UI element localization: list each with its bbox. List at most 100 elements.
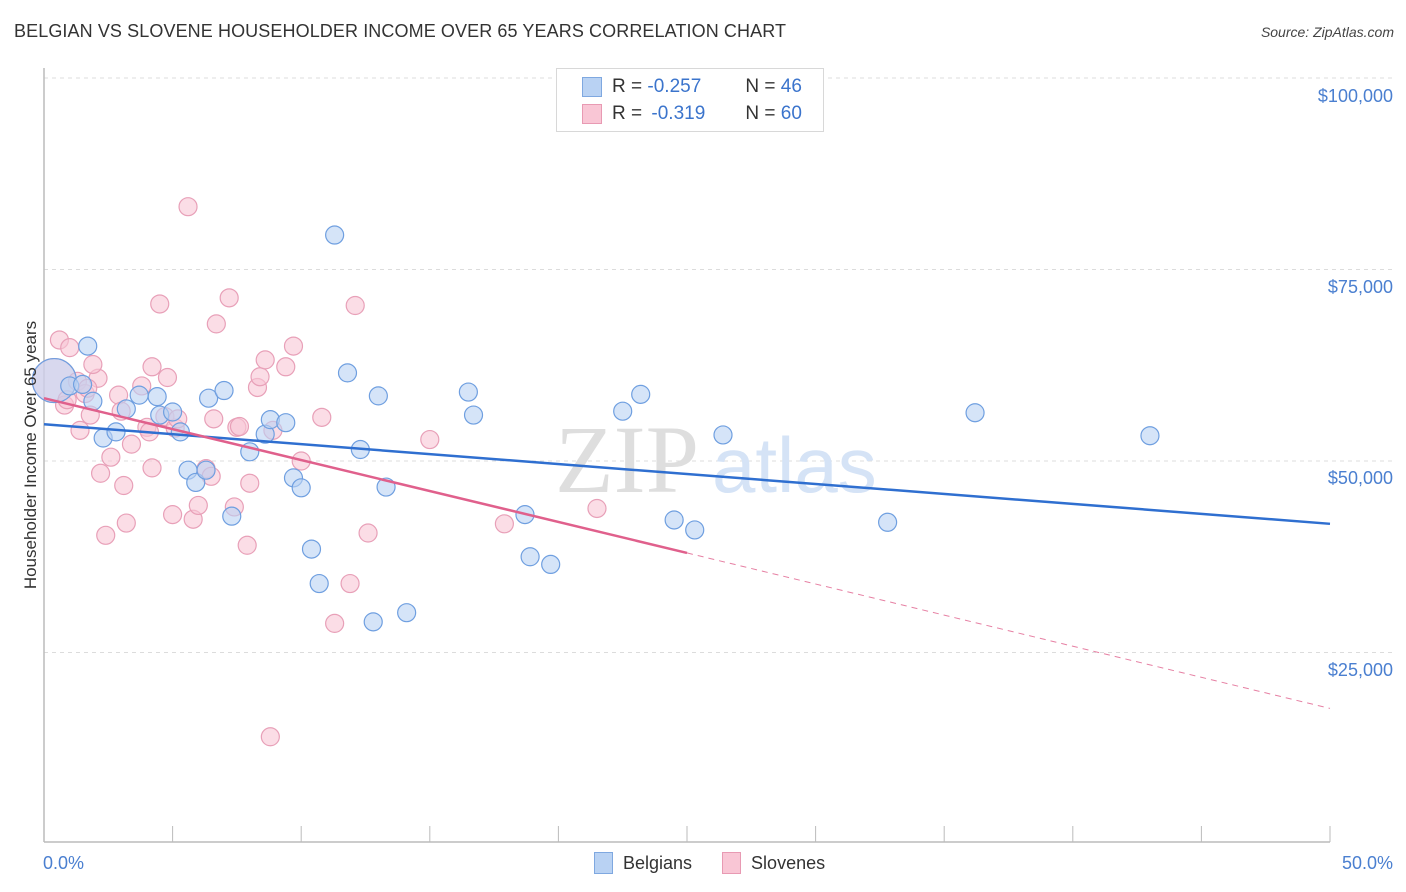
- watermark-zip: ZIP: [555, 406, 699, 513]
- data-point: [199, 388, 219, 408]
- data-point: [142, 458, 162, 478]
- x-tick-min: 0.0%: [43, 853, 85, 873]
- chart-title: BELGIAN VS SLOVENE HOUSEHOLDER INCOME OV…: [14, 21, 787, 41]
- data-point: [142, 357, 162, 377]
- data-point: [713, 425, 733, 445]
- data-point: [325, 613, 345, 633]
- y-axis-label: Householder Income Over 65 years: [21, 320, 40, 590]
- data-point: [206, 314, 226, 334]
- data-point: [240, 473, 260, 493]
- slovenes-n-value: 60: [780, 103, 802, 124]
- data-point: [368, 386, 388, 406]
- data-point: [83, 354, 103, 375]
- correlation-legend: R = -0.257 N = 46 R = -0.319 N = 60: [556, 68, 824, 132]
- belgians-r-value: -0.257: [647, 76, 702, 97]
- data-point: [631, 384, 651, 404]
- data-point: [78, 336, 98, 356]
- slovenes-trend-extension: [686, 552, 1331, 709]
- data-point: [250, 367, 270, 387]
- data-point: [494, 514, 514, 534]
- data-point: [186, 472, 206, 493]
- data-point: [965, 403, 985, 423]
- data-point: [276, 413, 296, 433]
- data-point: [72, 374, 93, 394]
- data-point: [196, 460, 216, 480]
- data-point: [312, 407, 332, 427]
- data-point: [204, 409, 224, 429]
- slovenes-trend-line: [43, 396, 688, 555]
- data-point: [283, 336, 304, 356]
- data-point: [255, 350, 275, 370]
- zipatlas-watermark: ZIP atlas: [555, 406, 877, 513]
- data-point: [397, 603, 417, 623]
- x-tick-max: 50.0%: [1341, 853, 1393, 873]
- series-legend: Belgians Slovenes: [594, 852, 855, 874]
- data-point: [157, 367, 178, 388]
- legend-label-belgians: Belgians: [623, 852, 693, 873]
- belgians-swatch-icon: [582, 77, 602, 97]
- data-point: [613, 401, 633, 421]
- data-point: [291, 478, 311, 498]
- legend-item-belgians[interactable]: Belgians: [594, 852, 692, 874]
- data-point: [587, 498, 607, 519]
- belgians-n-value: 46: [780, 76, 802, 97]
- slovenes-r-value: -0.319: [651, 103, 706, 124]
- n-label: N =: [745, 103, 776, 124]
- data-point: [260, 410, 280, 430]
- data-point: [163, 402, 183, 422]
- data-point: [337, 363, 358, 383]
- data-point: [96, 525, 116, 545]
- trend-lines: [43, 396, 1331, 709]
- data-point: [222, 506, 242, 526]
- slovenes-points: [31, 197, 607, 747]
- data-point: [114, 475, 134, 496]
- data-point: [150, 294, 170, 314]
- data-point: [163, 505, 183, 525]
- axes: [43, 68, 1331, 843]
- data-point: [116, 513, 136, 533]
- data-point: [878, 512, 898, 532]
- r-label: R =: [612, 76, 643, 97]
- legend-label-slovenes: Slovenes: [751, 852, 826, 873]
- gridlines: [44, 77, 1392, 653]
- data-point: [147, 387, 167, 407]
- y-tick-75000: $75,000: [1327, 277, 1393, 297]
- legend-row-belgians: R = -0.257 N = 46: [582, 75, 802, 99]
- belgians-trend-line: [43, 422, 1331, 526]
- data-point: [325, 225, 345, 245]
- source-label: Source: ZipAtlas.com: [1260, 24, 1394, 40]
- data-point: [685, 520, 705, 540]
- data-point: [106, 422, 126, 442]
- n-label: N =: [745, 76, 776, 97]
- y-tick-50000: $50,000: [1327, 468, 1393, 488]
- data-point: [260, 727, 280, 747]
- data-point: [60, 338, 80, 358]
- data-point: [520, 547, 540, 567]
- data-point: [358, 523, 378, 543]
- data-point: [229, 416, 250, 437]
- data-point: [219, 288, 239, 308]
- legend-item-slovenes[interactable]: Slovenes: [722, 852, 825, 874]
- data-point: [276, 357, 296, 377]
- belgians-swatch-icon: [594, 852, 613, 874]
- data-point: [178, 197, 198, 217]
- data-point: [70, 420, 90, 440]
- data-point: [101, 447, 121, 467]
- data-point: [1140, 426, 1160, 446]
- data-point: [121, 434, 142, 454]
- r-label: R =: [612, 103, 643, 124]
- data-point: [363, 612, 383, 632]
- data-point: [237, 535, 257, 555]
- data-point: [420, 429, 440, 450]
- data-point: [214, 380, 234, 401]
- watermark-atlas: atlas: [712, 421, 877, 509]
- data-point: [309, 573, 329, 594]
- belgians-points: [31, 225, 1160, 632]
- y-tick-100000: $100,000: [1317, 86, 1393, 106]
- data-point: [541, 554, 561, 575]
- legend-row-slovenes: R = -0.319 N = 60: [582, 102, 802, 126]
- slovenes-swatch-icon: [722, 852, 742, 874]
- data-point: [664, 510, 684, 530]
- data-point: [301, 539, 322, 559]
